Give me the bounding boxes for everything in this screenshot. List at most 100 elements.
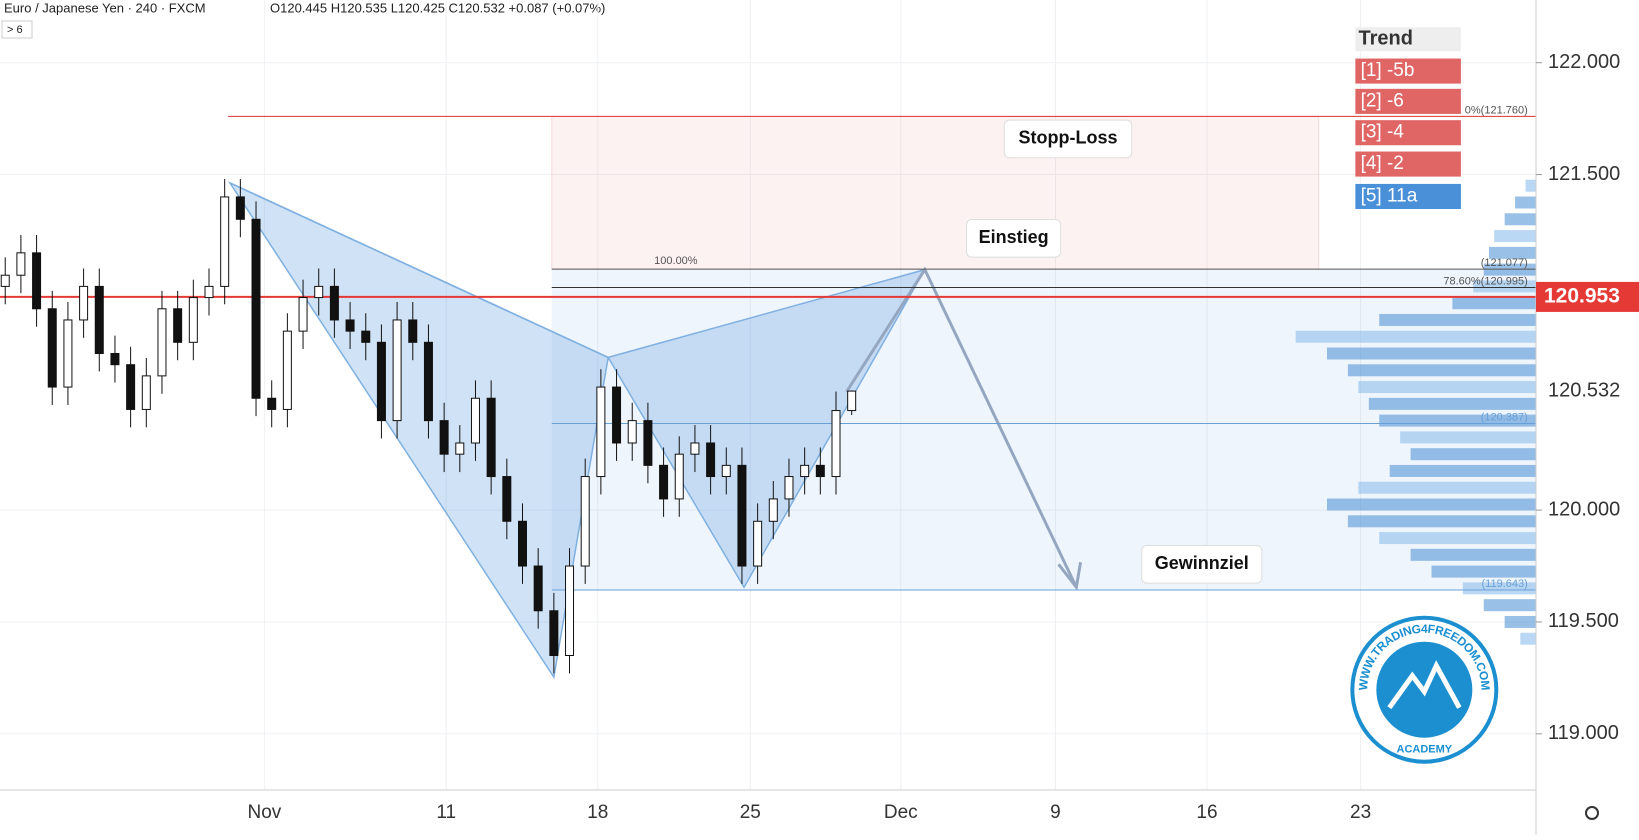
fib-label: 100.00% [654, 255, 698, 267]
candle-body [376, 341, 386, 422]
candle-body [0, 274, 10, 287]
candle-body [314, 285, 324, 299]
trend-row [1355, 151, 1461, 177]
pattern-xb [229, 182, 609, 359]
level-label: 0%(121.760) [1465, 104, 1528, 116]
candle-body [768, 498, 778, 522]
volume-bar [1494, 230, 1536, 243]
x-tick-label: 23 [1350, 802, 1371, 823]
volume-bar [1483, 599, 1536, 612]
volume-bar [1368, 397, 1536, 410]
volume-bar [1520, 632, 1536, 645]
candle-body [329, 285, 339, 321]
candle-body [439, 420, 449, 455]
trend-title: Trend [1359, 27, 1413, 49]
volume-bar [1410, 448, 1536, 461]
trend-value: [4] -2 [1361, 153, 1404, 174]
y-tick-label: 119.500 [1548, 610, 1619, 632]
candle-body [455, 442, 465, 455]
candle-body [721, 464, 731, 478]
candle-body [173, 308, 183, 343]
candle-body [94, 285, 104, 355]
arrow-head [1057, 561, 1083, 591]
candle-body [63, 319, 73, 388]
volume-bar [1462, 582, 1536, 595]
candle-body [361, 330, 371, 343]
volume-bar [1379, 313, 1536, 326]
volume-bar [1295, 330, 1536, 343]
x-tick-label: 16 [1196, 802, 1217, 823]
volume-bar [1525, 179, 1536, 192]
candle-body [235, 196, 245, 220]
candle-body [690, 442, 700, 455]
candle-body [627, 420, 637, 444]
candle-body [831, 410, 841, 478]
annotation: Stopp-Loss [1018, 128, 1117, 148]
volume-bar [1327, 498, 1536, 511]
annotation: Einstieg [979, 227, 1049, 247]
candle-body [596, 386, 606, 478]
stop-zone [551, 115, 1320, 270]
annotation: Gewinnziel [1155, 553, 1249, 573]
candle-body [643, 420, 653, 466]
trend-row [1355, 120, 1461, 146]
trend-value: [5] 11a [1361, 185, 1418, 206]
y-tick-label: 119.000 [1548, 722, 1619, 744]
volume-bar [1347, 515, 1536, 528]
candle-body [204, 285, 214, 299]
candle-body [784, 476, 794, 500]
settings-icon[interactable] [1585, 806, 1599, 820]
candle-body [502, 476, 512, 522]
x-tick-label: Dec [884, 802, 918, 823]
indicator-toggle[interactable] [1, 20, 33, 39]
candle-body [16, 252, 26, 276]
candle-body [800, 464, 810, 478]
volume-bar [1504, 213, 1536, 226]
candle-body [470, 397, 480, 444]
volume-bar [1488, 246, 1536, 259]
volume-bar [1358, 381, 1536, 394]
x-tick-label: 18 [587, 802, 608, 823]
volume-bar [1347, 364, 1536, 377]
candle-body [706, 442, 716, 478]
volume-bar [1379, 532, 1536, 545]
candle-body [392, 319, 402, 422]
candle-body [345, 319, 355, 332]
candle-body [188, 297, 198, 343]
candle-body [47, 308, 57, 388]
level-label: 78.60%(120.995) [1443, 275, 1527, 287]
candle-body [32, 252, 42, 310]
candle-body [612, 386, 622, 444]
y-tick-label: 121.500 [1548, 163, 1620, 185]
annotation-box [1141, 544, 1263, 584]
candle-body [753, 520, 763, 567]
level-label: (120.387) [1481, 411, 1528, 423]
candle-body [659, 464, 669, 500]
x-tick-label: 11 [436, 802, 456, 823]
candle-body [518, 520, 527, 567]
candle-body [847, 390, 857, 412]
volume-bar [1504, 615, 1536, 628]
candle-body [580, 476, 590, 567]
x-tick-label: 25 [740, 802, 761, 823]
price-axis-bg [1536, 0, 1639, 835]
trend-row [1355, 88, 1461, 114]
logo-academy: ACADEMY [1397, 744, 1453, 756]
candle-body [282, 330, 292, 410]
candle-body [251, 218, 261, 399]
level-label: (121.077) [1481, 257, 1528, 269]
x-tick-label: Nov [247, 802, 281, 823]
symbol: Euro / Japanese Yen · 240 · FXCM [4, 0, 206, 15]
last-price-label: 120.532 [1548, 379, 1620, 401]
x-tick-label: 9 [1050, 802, 1061, 823]
volume-bar [1515, 196, 1536, 209]
candle-body [220, 196, 230, 287]
indicator-count: > 6 [7, 24, 23, 36]
volume-bar [1452, 297, 1536, 310]
candle-body [298, 297, 308, 332]
current-price-label: 120.953 [1544, 284, 1620, 307]
candle-body [157, 308, 167, 377]
trend-value: [3] -4 [1361, 122, 1405, 143]
candle-body [141, 375, 151, 410]
